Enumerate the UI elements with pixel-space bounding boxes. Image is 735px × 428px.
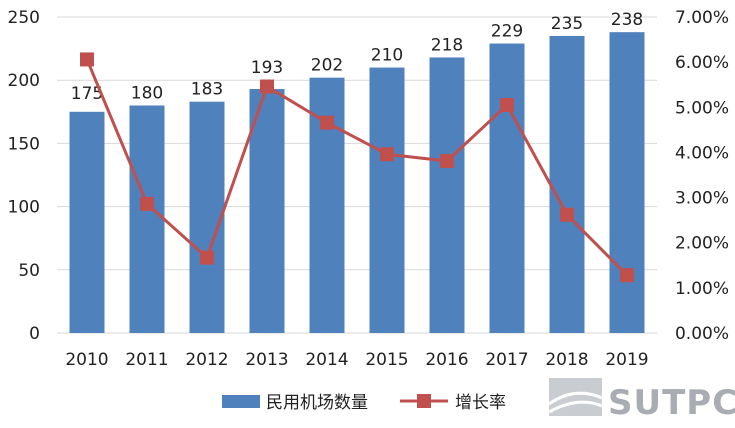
x-tick-label: 2018 [545, 350, 588, 370]
sutpc-logo-icon [548, 378, 603, 416]
bar [69, 111, 105, 333]
right-axis-ticks: 0.00% 1.00% 2.00% 3.00% 4.00% 5.00% 6.00% 7.00% [675, 8, 729, 344]
line-point [200, 250, 214, 265]
y2-tick-label: 4.00% [675, 143, 729, 163]
bar [429, 57, 465, 333]
bar-data-label: 235 [551, 14, 583, 34]
x-tick-label: 2016 [425, 350, 468, 370]
x-tick-label: 2017 [485, 350, 528, 370]
y2-tick-label: 0.00% [675, 324, 729, 344]
bar [129, 105, 165, 333]
bar [189, 101, 225, 333]
line-point [440, 154, 454, 169]
y-tick-label: 50 [18, 261, 40, 281]
sutpc-logo: SUTPC [548, 378, 735, 423]
growth-line [85, 58, 629, 277]
legend-label-bar: 民用机场数量 [266, 393, 368, 413]
bar [369, 67, 405, 333]
bar [609, 32, 645, 333]
bar-data-label: 229 [491, 22, 523, 42]
y-tick-label: 0 [29, 324, 40, 344]
legend-swatch-bar [222, 395, 260, 408]
line-point [320, 115, 334, 130]
y-tick-label: 200 [8, 71, 40, 91]
bar-series [69, 32, 645, 334]
bar-data-label: 202 [311, 56, 343, 76]
y2-tick-label: 3.00% [675, 189, 729, 209]
left-axis-ticks: 0 50 100 150 200 250 [8, 8, 40, 344]
y2-tick-label: 7.00% [675, 8, 729, 28]
bar [549, 35, 585, 334]
bar-data-label: 210 [371, 46, 403, 66]
line-point [560, 207, 574, 222]
line-series [80, 52, 634, 283]
bar-data-label: 180 [131, 83, 163, 103]
line-point [260, 79, 274, 94]
x-tick-label: 2011 [125, 350, 168, 370]
y2-tick-label: 1.00% [675, 279, 729, 299]
bar [249, 89, 285, 333]
bar-data-label: 193 [251, 58, 283, 78]
y2-tick-label: 2.00% [675, 234, 729, 254]
x-axis-ticks: 2010 2011 2012 2013 2014 2015 2016 2017 2018 2019 [65, 350, 648, 370]
legend-label-line: 增长率 [455, 393, 506, 413]
x-tick-label: 2010 [65, 350, 108, 370]
bar-data-labels: 175 180 183 193 202 210 218 229 235 238 [71, 10, 643, 104]
y-tick-label: 100 [8, 198, 40, 218]
bar-data-label: 218 [431, 35, 463, 55]
line-point [80, 52, 94, 67]
y-tick-label: 150 [8, 134, 40, 154]
bar [489, 43, 525, 333]
bar-data-label: 238 [611, 10, 643, 30]
line-point [500, 98, 514, 113]
bar-data-label: 183 [191, 80, 223, 100]
line-point [380, 147, 394, 162]
legend-marker-line [417, 394, 431, 408]
x-tick-label: 2015 [365, 350, 408, 370]
y2-tick-label: 6.00% [675, 53, 729, 73]
sutpc-logo-text: SUTPC [608, 383, 735, 423]
line-point [140, 196, 154, 211]
line-point [620, 268, 634, 283]
y2-tick-label: 5.00% [675, 98, 729, 118]
legend: 民用机场数量 增长率 [222, 393, 506, 413]
x-tick-label: 2019 [605, 350, 648, 370]
x-tick-label: 2014 [305, 350, 348, 370]
bar-data-label: 175 [71, 84, 103, 104]
x-tick-label: 2012 [185, 350, 228, 370]
y-tick-label: 250 [8, 8, 40, 28]
x-tick-label: 2013 [245, 350, 288, 370]
